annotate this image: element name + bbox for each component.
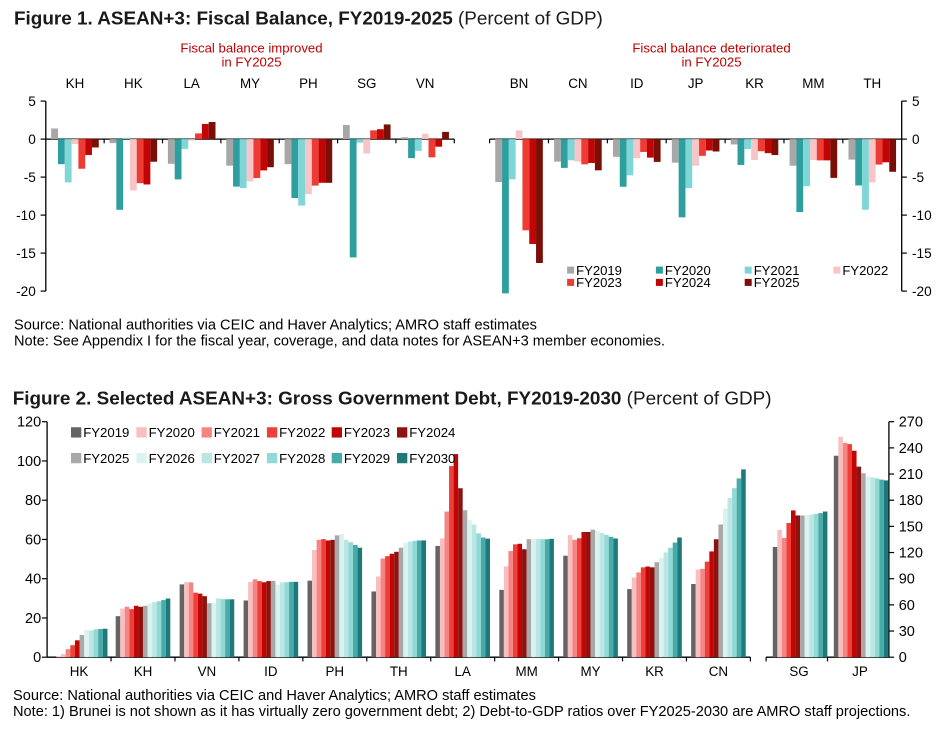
svg-text:5: 5 <box>912 94 920 109</box>
svg-text:in FY2025: in FY2025 <box>681 55 741 70</box>
svg-text:FY2020: FY2020 <box>149 425 195 440</box>
svg-text:VN: VN <box>198 664 217 679</box>
svg-text:60: 60 <box>899 598 915 614</box>
svg-text:120: 120 <box>17 415 41 431</box>
svg-text:0: 0 <box>33 650 41 666</box>
svg-text:Note: See Appendix I for the f: Note: See Appendix I for the fiscal year… <box>14 334 665 350</box>
svg-text:210: 210 <box>899 467 923 483</box>
svg-text:FY2023: FY2023 <box>344 425 390 440</box>
svg-text:FY2030: FY2030 <box>409 451 455 466</box>
svg-text:Source: National authorities v: Source: National authorities via CEIC an… <box>14 318 537 334</box>
svg-text:180: 180 <box>899 493 923 509</box>
svg-text:-20: -20 <box>912 284 932 299</box>
svg-text:ID: ID <box>630 76 644 91</box>
svg-text:120: 120 <box>899 545 923 561</box>
svg-text:Source: National authorities v: Source: National authorities via CEIC an… <box>13 688 536 704</box>
svg-text:-15: -15 <box>912 246 932 261</box>
svg-text:HK: HK <box>70 664 89 679</box>
svg-text:MM: MM <box>802 76 824 91</box>
svg-text:LA: LA <box>454 664 470 679</box>
svg-text:MY: MY <box>581 664 601 679</box>
svg-text:-10: -10 <box>16 208 36 223</box>
svg-text:0: 0 <box>912 132 920 147</box>
svg-text:KH: KH <box>134 664 153 679</box>
svg-text:FY2021: FY2021 <box>754 263 800 278</box>
svg-text:Figure 1. ASEAN+3: Fiscal Bala: Figure 1. ASEAN+3: Fiscal Balance, FY201… <box>14 8 603 29</box>
svg-text:150: 150 <box>899 519 923 535</box>
svg-text:FY2025: FY2025 <box>83 451 129 466</box>
svg-text:FY2022: FY2022 <box>842 263 888 278</box>
svg-text:90: 90 <box>899 572 915 588</box>
svg-text:PH: PH <box>299 76 318 91</box>
svg-text:FY2022: FY2022 <box>279 425 325 440</box>
svg-text:FY2025: FY2025 <box>754 275 800 290</box>
svg-text:JP: JP <box>852 664 868 679</box>
svg-text:-5: -5 <box>24 170 36 185</box>
svg-text:FY2027: FY2027 <box>214 451 260 466</box>
svg-text:TH: TH <box>390 664 408 679</box>
svg-text:100: 100 <box>17 454 41 470</box>
svg-text:Note: 1) Brunei is not shown a: Note: 1) Brunei is not shown as it has v… <box>13 704 910 720</box>
svg-text:FY2023: FY2023 <box>576 275 622 290</box>
svg-text:40: 40 <box>25 572 41 588</box>
svg-text:20: 20 <box>25 611 41 627</box>
svg-text:-5: -5 <box>912 170 924 185</box>
svg-text:240: 240 <box>899 441 923 457</box>
svg-text:MY: MY <box>240 76 260 91</box>
svg-text:FY2024: FY2024 <box>665 275 711 290</box>
svg-text:FY2029: FY2029 <box>344 451 390 466</box>
svg-text:5: 5 <box>28 94 36 109</box>
svg-text:ID: ID <box>264 664 278 679</box>
svg-text:MM: MM <box>515 664 537 679</box>
svg-text:FY2020: FY2020 <box>665 263 711 278</box>
svg-text:HK: HK <box>124 76 143 91</box>
svg-text:KH: KH <box>66 76 85 91</box>
svg-text:0: 0 <box>899 650 907 666</box>
svg-text:PH: PH <box>326 664 345 679</box>
svg-text:VN: VN <box>416 76 435 91</box>
svg-text:JP: JP <box>688 76 704 91</box>
svg-text:SG: SG <box>357 76 376 91</box>
svg-text:-10: -10 <box>912 208 932 223</box>
svg-text:KR: KR <box>645 664 664 679</box>
svg-text:FY2019: FY2019 <box>83 425 129 440</box>
svg-text:Figure 2. Selected ASEAN+3: Gr: Figure 2. Selected ASEAN+3: Gross Govern… <box>13 388 772 409</box>
svg-text:270: 270 <box>899 415 923 431</box>
svg-text:in FY2025: in FY2025 <box>221 55 281 70</box>
svg-text:FY2028: FY2028 <box>279 451 325 466</box>
svg-text:SG: SG <box>789 664 808 679</box>
svg-text:FY2021: FY2021 <box>214 425 260 440</box>
svg-text:CN: CN <box>568 76 587 91</box>
svg-text:60: 60 <box>25 532 41 548</box>
svg-text:FY2019: FY2019 <box>576 263 622 278</box>
svg-text:Fiscal balance improved: Fiscal balance improved <box>180 41 322 56</box>
svg-text:80: 80 <box>25 493 41 509</box>
svg-text:FY2026: FY2026 <box>149 451 195 466</box>
svg-text:30: 30 <box>899 624 915 640</box>
svg-text:LA: LA <box>183 76 199 91</box>
svg-text:BN: BN <box>510 76 529 91</box>
svg-text:KR: KR <box>745 76 764 91</box>
svg-text:0: 0 <box>28 132 36 147</box>
svg-text:-15: -15 <box>16 246 36 261</box>
svg-text:FY2024: FY2024 <box>409 425 455 440</box>
svg-text:CN: CN <box>709 664 728 679</box>
svg-text:TH: TH <box>863 76 881 91</box>
svg-text:-20: -20 <box>16 284 36 299</box>
svg-text:Fiscal balance deteriorated: Fiscal balance deteriorated <box>632 41 790 56</box>
